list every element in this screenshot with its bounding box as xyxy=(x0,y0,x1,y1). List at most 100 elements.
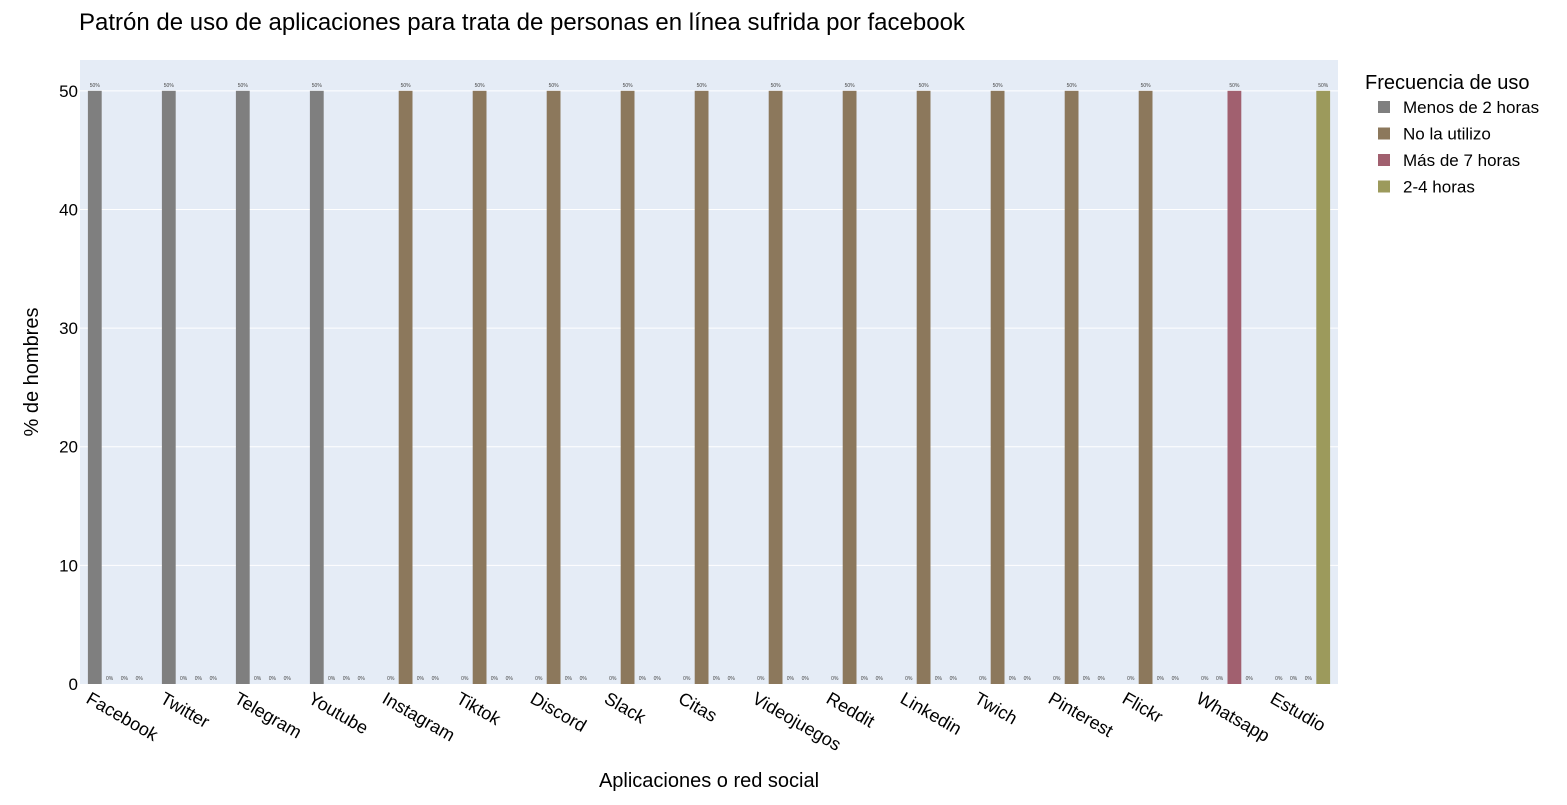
data-label: 50% xyxy=(164,83,175,89)
data-label: 0% xyxy=(1246,676,1254,682)
bar xyxy=(990,90,1005,684)
data-label: 0% xyxy=(535,676,543,682)
data-label: 50% xyxy=(1229,83,1240,89)
legend-items: Menos de 2 horas No la utilizo Más de 7 ho… xyxy=(1378,98,1539,197)
data-label: 50% xyxy=(312,83,323,89)
bar xyxy=(1064,90,1079,684)
data-label: 0% xyxy=(580,676,588,682)
data-label: 0% xyxy=(284,676,292,682)
y-tick-label: 10 xyxy=(59,556,78,575)
data-label: 0% xyxy=(180,676,188,682)
data-label: 0% xyxy=(1127,676,1135,682)
data-label: 0% xyxy=(728,676,736,682)
x-tick-label: Youtube xyxy=(305,688,372,738)
data-label: 50% xyxy=(993,83,1004,89)
y-axis: 0 10 20 30 40 50 xyxy=(59,82,78,694)
bar xyxy=(768,90,783,684)
data-label: 0% xyxy=(417,676,425,682)
data-label: 0% xyxy=(831,676,839,682)
data-label: 0% xyxy=(565,676,573,682)
data-label: 0% xyxy=(1275,676,1283,682)
x-tick-label: Twich xyxy=(971,688,1021,728)
bar xyxy=(694,90,709,684)
x-tick-label: Slack xyxy=(601,688,650,728)
data-label: 50% xyxy=(919,83,930,89)
data-label: 50% xyxy=(623,83,634,89)
data-label: 0% xyxy=(609,676,617,682)
legend-swatch xyxy=(1378,101,1390,113)
bar xyxy=(620,90,635,684)
data-label: 0% xyxy=(121,676,129,682)
y-tick-label: 0 xyxy=(69,675,78,694)
data-label: 0% xyxy=(254,676,262,682)
data-label: 0% xyxy=(269,676,277,682)
bar xyxy=(546,90,561,684)
gridlines xyxy=(80,90,1338,566)
data-label: 0% xyxy=(343,676,351,682)
x-tick-label: Estudio xyxy=(1267,688,1329,735)
x-tick-label: Telegram xyxy=(231,688,305,742)
data-label: 50% xyxy=(771,83,782,89)
data-labels: 50% 0% 0% 0% 50% 0% 0% 0% 50% 0% 0% 0% 50% 0% 0% 0% 0% 50… xyxy=(90,83,1329,682)
bar xyxy=(309,90,324,684)
data-label: 0% xyxy=(136,676,144,682)
bar xyxy=(842,90,857,684)
data-label: 0% xyxy=(639,676,647,682)
x-tick-label: Flickr xyxy=(1119,688,1166,727)
data-label: 0% xyxy=(1305,676,1313,682)
data-label: 0% xyxy=(432,676,440,682)
data-label: 0% xyxy=(210,676,218,682)
data-label: 0% xyxy=(195,676,203,682)
data-label: 0% xyxy=(861,676,869,682)
x-tick-label: Linkedin xyxy=(897,688,965,739)
plot-area xyxy=(80,60,1338,684)
x-tick-label: Discord xyxy=(527,688,590,736)
data-label: 50% xyxy=(549,83,560,89)
data-label: 0% xyxy=(1083,676,1091,682)
data-label: 0% xyxy=(935,676,943,682)
data-label: 0% xyxy=(787,676,795,682)
data-label: 0% xyxy=(876,676,884,682)
data-label: 0% xyxy=(713,676,721,682)
data-label: 50% xyxy=(845,83,856,89)
data-label: 0% xyxy=(106,676,114,682)
x-tick-label: Reddit xyxy=(823,688,878,731)
legend-swatch xyxy=(1378,154,1390,166)
data-label: 0% xyxy=(802,676,810,682)
y-tick-label: 20 xyxy=(59,438,78,457)
x-tick-label: Tiktok xyxy=(453,688,505,729)
data-label: 0% xyxy=(1172,676,1180,682)
legend-title: Frecuencia de uso xyxy=(1365,72,1530,94)
data-label: 0% xyxy=(491,676,499,682)
data-label: 50% xyxy=(1067,83,1078,89)
y-tick-label: 50 xyxy=(59,82,78,101)
x-tick-label: Instagram xyxy=(379,688,458,745)
data-label: 0% xyxy=(1290,676,1298,682)
x-tick-label: Citas xyxy=(675,688,721,726)
data-label: 0% xyxy=(683,676,691,682)
x-tick-label: Whatsapp xyxy=(1193,688,1273,746)
y-tick-label: 30 xyxy=(59,319,78,338)
data-label: 0% xyxy=(1009,676,1017,682)
data-label: 0% xyxy=(1053,676,1061,682)
data-label: 50% xyxy=(1318,83,1329,89)
legend-label: Más de 7 horas xyxy=(1403,151,1520,170)
y-axis-title: % de hombres xyxy=(21,308,43,437)
data-label: 0% xyxy=(387,676,395,682)
chart-title: Patrón de uso de aplicaciones para trata… xyxy=(79,9,966,36)
data-label: 50% xyxy=(475,83,486,89)
data-label: 0% xyxy=(506,676,514,682)
data-label: 0% xyxy=(1201,676,1209,682)
x-tick-label: Twitter xyxy=(157,688,213,732)
data-label: 0% xyxy=(1157,676,1165,682)
x-tick-label: Facebook xyxy=(83,688,162,745)
bar xyxy=(1316,90,1331,684)
bar xyxy=(235,90,250,684)
data-label: 0% xyxy=(461,676,469,682)
data-label: 0% xyxy=(328,676,336,682)
data-label: 50% xyxy=(238,83,249,89)
bar xyxy=(472,90,487,684)
data-label: 0% xyxy=(654,676,662,682)
